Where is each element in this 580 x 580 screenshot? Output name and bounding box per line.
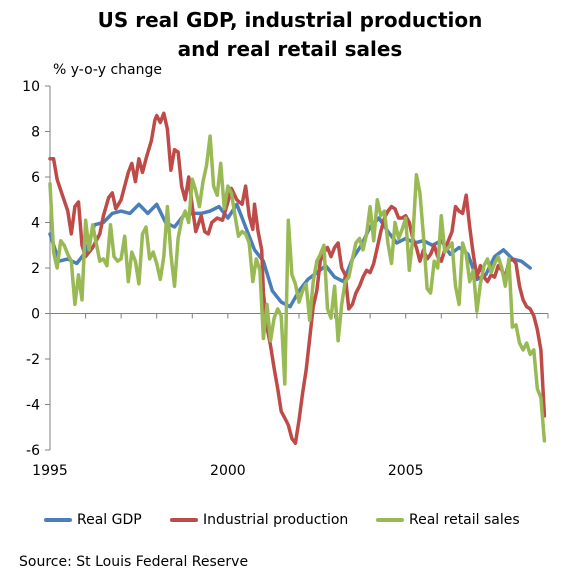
x-tick-label: 1995 (32, 463, 68, 479)
series-line-industrial-production (48, 111, 547, 445)
x-tick-label: 2005 (388, 463, 424, 479)
chart-title-line-1: US real GDP, industrial production (97, 8, 483, 32)
y-tick-label: 4 (31, 216, 40, 232)
legend-item-real-retail-sales: Real retail sales (376, 512, 520, 528)
y-tick-label: 0 (31, 307, 40, 323)
source-note: Source: St Louis Federal Reserve (19, 554, 249, 570)
x-tick-labels: 1995 2000 2005 (32, 463, 423, 479)
series-layer (48, 111, 547, 445)
series-line-real-gdp (48, 202, 532, 309)
line-chart: -6 -4 -2 0 2 4 6 8 10 1995 2000 2005 (22, 79, 549, 479)
chart-title: US real GDP, industrial production and r… (0, 6, 580, 64)
legend-item-industrial-production: Industrial production (170, 512, 348, 528)
y-tick-label: 6 (31, 170, 40, 186)
y-tick-labels: -6 -4 -2 0 2 4 6 8 10 (22, 79, 40, 459)
y-tick-label: -6 (26, 443, 40, 459)
legend-swatch-real-gdp (44, 518, 72, 522)
legend-item-real-gdp: Real GDP (44, 512, 142, 528)
y-tick-label: 10 (22, 79, 40, 95)
legend-swatch-industrial-production (170, 518, 198, 522)
y-axis-label: % y-o-y change (53, 62, 162, 78)
y-tick-label: 2 (31, 261, 40, 277)
series-line-real-retail-sales (48, 134, 547, 443)
legend-swatch-real-retail-sales (376, 518, 404, 522)
axes (45, 85, 549, 451)
legend-label-real-gdp: Real GDP (77, 512, 142, 528)
y-tick-label: 8 (31, 125, 40, 141)
legend-label-industrial-production: Industrial production (203, 512, 349, 528)
x-tick-label: 2000 (210, 463, 246, 479)
y-tick-label: -2 (26, 352, 40, 368)
chart-title-line-2: and real retail sales (177, 37, 403, 61)
y-tick-label: -4 (26, 398, 40, 414)
legend-label-real-retail-sales: Real retail sales (409, 512, 520, 528)
